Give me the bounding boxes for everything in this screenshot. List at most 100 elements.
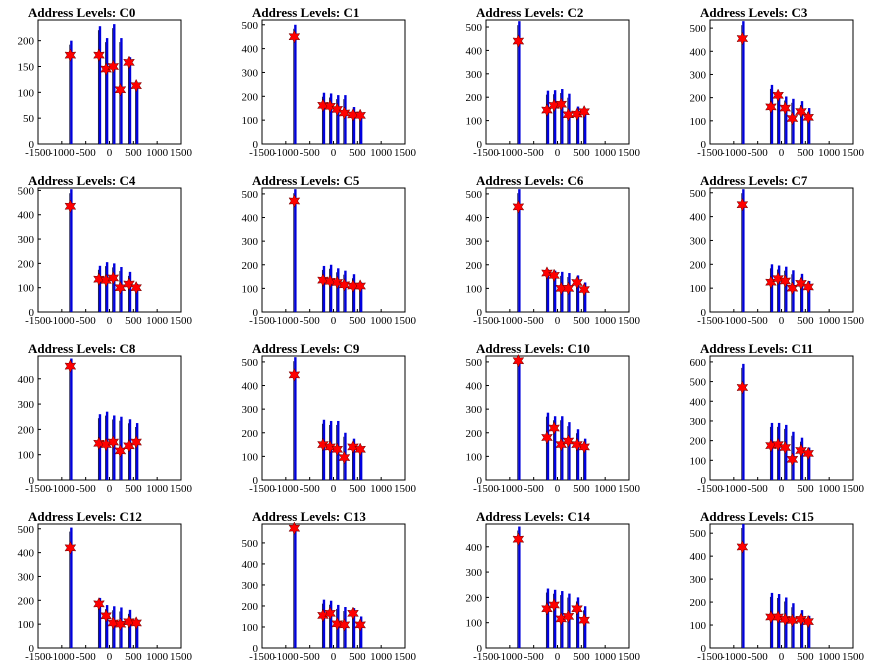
star-marker [548, 268, 561, 283]
x-tick-label: 500 [349, 483, 366, 495]
bar [359, 282, 363, 312]
plot-frame [709, 523, 854, 649]
plot-frame [37, 187, 182, 313]
bar [294, 525, 297, 648]
star-marker [512, 200, 525, 214]
x-tick-label: 1000 [594, 483, 617, 495]
bar [135, 83, 139, 144]
star-marker [541, 266, 553, 280]
chart-panel: Address Levels: C12 0 100 200 300 400 500 -1500… [18, 509, 193, 663]
x-tick-label: -1500 [25, 315, 51, 327]
bar [742, 524, 745, 648]
y-tick-label: 500 [466, 357, 483, 369]
bar [576, 597, 580, 648]
y-tick-label: 300 [242, 236, 259, 248]
chart-title: Address Levels: C0 [28, 5, 135, 20]
y-tick-label: 0 [701, 139, 707, 151]
y-tick-label: 100 [242, 283, 259, 295]
star-marker [786, 111, 799, 126]
chart-title: Address Levels: C5 [252, 173, 360, 188]
bar [70, 358, 73, 480]
bar [329, 600, 333, 648]
x-tick-label: -1500 [25, 147, 51, 159]
bar [800, 101, 804, 144]
bar [742, 363, 745, 480]
x-tick-label: 1000 [594, 147, 617, 159]
bar [777, 422, 781, 480]
x-tick-label: -1500 [249, 147, 275, 159]
bar [785, 424, 788, 480]
star-marker [107, 616, 120, 630]
y-tick-label: 100 [466, 283, 483, 295]
plot-frame [485, 523, 630, 649]
y-tick-label: 600 [690, 357, 707, 369]
y-tick-label: 100 [466, 116, 483, 128]
x-tick-label: 1000 [818, 147, 841, 159]
star-marker [331, 617, 344, 631]
star-marker [562, 609, 575, 624]
bar [329, 93, 333, 144]
x-tick-label: -500 [300, 651, 321, 663]
x-tick-label: 500 [349, 147, 366, 159]
star-marker [562, 434, 575, 448]
bar [800, 610, 804, 648]
bar [553, 270, 557, 312]
x-tick-label: 1000 [146, 315, 169, 327]
star-marker [779, 440, 792, 455]
bar [742, 21, 745, 145]
y-tick-label: 200 [18, 424, 35, 436]
x-tick-label: -1500 [249, 483, 275, 495]
star-marker [93, 48, 105, 62]
x-tick-label: 500 [797, 315, 814, 327]
plot-frame [261, 523, 406, 649]
x-tick-label: -500 [300, 483, 321, 495]
x-tick-label: -1000 [721, 147, 747, 159]
chart-title: Address Levels: C14 [476, 509, 590, 524]
star-marker [324, 99, 337, 114]
y-tick-label: 0 [253, 307, 259, 319]
x-tick-label: 1500 [394, 147, 417, 159]
y-tick-label: 0 [701, 643, 707, 655]
x-tick-label: 1500 [170, 483, 193, 495]
y-tick-label: 150 [18, 62, 35, 74]
chart-panel: Address Levels: C11 0 100 200 300 400 500 600 -1… [690, 341, 865, 495]
bar [777, 93, 781, 144]
y-tick-label: 200 [466, 260, 483, 272]
y-tick-label: 0 [701, 307, 707, 319]
y-tick-label: 100 [18, 87, 35, 99]
y-tick-label: 0 [29, 475, 35, 487]
x-tick-label: 0 [331, 147, 337, 159]
star-marker [772, 437, 785, 452]
y-tick-label: 400 [18, 210, 35, 222]
star-marker [317, 437, 329, 452]
star-marker [324, 606, 337, 621]
y-tick-label: 500 [690, 377, 707, 389]
star-marker [779, 274, 792, 288]
bar [518, 189, 521, 312]
y-tick-label: 0 [477, 139, 483, 151]
bar [105, 605, 109, 648]
x-tick-label: -1000 [721, 483, 747, 495]
bar [105, 38, 109, 145]
y-tick-label: 500 [18, 185, 35, 197]
y-tick-label: 400 [18, 374, 35, 386]
star-marker [331, 442, 344, 457]
bar [70, 40, 73, 144]
star-marker [786, 452, 799, 467]
star-marker [772, 610, 785, 624]
star-marker [288, 521, 301, 535]
star-marker [130, 616, 143, 630]
bar [553, 416, 557, 480]
star-marker [512, 34, 525, 48]
x-tick-label: -1000 [497, 483, 523, 495]
bar [294, 357, 297, 480]
plot-frame [37, 523, 182, 649]
x-tick-label: 1000 [370, 483, 393, 495]
star-marker [347, 279, 359, 293]
x-tick-label: -1500 [697, 651, 723, 663]
x-tick-label: 1000 [146, 483, 169, 495]
bar [98, 26, 102, 145]
bar [576, 429, 580, 480]
bar [800, 437, 804, 480]
y-tick-label: 400 [690, 212, 707, 224]
